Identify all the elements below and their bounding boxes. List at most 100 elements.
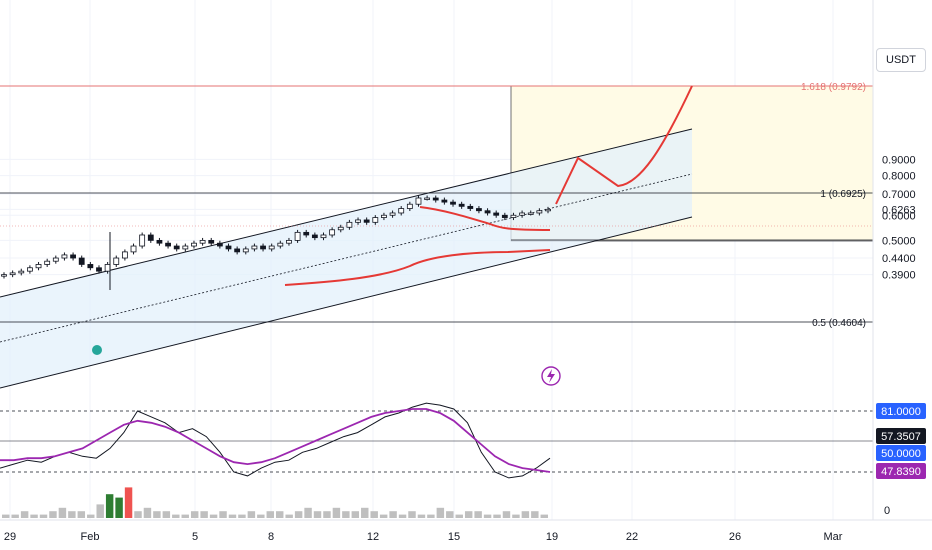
volume-bar <box>77 511 86 518</box>
candle-body <box>182 245 189 250</box>
fib-1-label: 1 (0.6925) <box>820 189 866 200</box>
candle-body <box>510 214 517 218</box>
volume-bar <box>276 511 284 518</box>
candle-body <box>415 197 422 205</box>
x-tick-label: 5 <box>192 531 198 543</box>
volume-bar <box>427 514 435 518</box>
volume-bar <box>493 514 501 518</box>
badge-volume-label: 0 <box>884 505 890 517</box>
currency-label: USDT <box>886 54 916 66</box>
volume-bar <box>370 511 378 518</box>
volume-bar <box>313 511 322 518</box>
candle-body <box>87 264 94 269</box>
time-axis-ticks: 29 Feb 5 8 12 15 19 22 26 Mar <box>4 531 843 543</box>
candle-body <box>337 226 344 231</box>
volume-bar <box>2 514 10 518</box>
volume-bar <box>153 511 161 518</box>
volume-bar <box>436 507 445 518</box>
candle-body <box>536 210 543 214</box>
volume-bar <box>68 511 76 518</box>
volume-bar <box>323 511 331 518</box>
candle-body <box>458 203 465 207</box>
candle-body <box>406 203 413 209</box>
candle-body <box>242 248 249 253</box>
candle-body <box>199 239 206 244</box>
volume-bar <box>162 511 171 518</box>
candle-body <box>346 221 353 228</box>
candle-body <box>27 267 33 272</box>
channel-upper-line[interactable] <box>0 128 693 298</box>
x-tick-label: 26 <box>729 531 741 543</box>
candle-body <box>268 245 275 250</box>
x-tick-label: 19 <box>546 531 558 543</box>
candle-body <box>96 267 102 272</box>
volume-bar <box>181 514 189 518</box>
badge-volume <box>876 502 926 518</box>
candle-body <box>9 272 16 276</box>
volume-bar <box>20 511 29 518</box>
candle-body <box>484 210 491 214</box>
channel-mid-line <box>0 173 693 343</box>
candle-body <box>121 251 128 259</box>
candle-body <box>311 234 318 239</box>
candle-body <box>216 242 223 247</box>
x-tick-label: 8 <box>268 531 274 543</box>
badge-47 <box>876 463 926 479</box>
volume-bar <box>209 514 218 518</box>
x-tick-label: 22 <box>626 531 638 543</box>
candle-body <box>372 217 379 223</box>
volume-bar <box>408 511 416 518</box>
candle-body <box>173 245 180 250</box>
badge-50-label: 50.0000 <box>881 448 921 460</box>
rsi-ma-line <box>0 408 551 473</box>
candle-body <box>61 254 68 259</box>
volume-bar <box>389 511 397 518</box>
volume-bar <box>361 507 369 518</box>
candle-body <box>52 257 59 262</box>
candles-layer <box>1 195 551 290</box>
volume-bar <box>11 514 19 518</box>
volume-bar <box>96 504 104 518</box>
y-tick-label: 0.6000 <box>882 210 916 222</box>
volume-bar <box>379 514 388 518</box>
event-marker-green[interactable] <box>92 345 102 355</box>
candle-body <box>527 212 534 215</box>
volume-bar <box>30 514 38 518</box>
badge-50 <box>876 445 926 461</box>
volume-bar <box>115 497 123 518</box>
volume-bar <box>134 511 142 518</box>
candle-body <box>363 219 370 223</box>
volume-bar <box>474 511 482 518</box>
volume-bar <box>540 514 548 518</box>
volume-bar <box>200 511 208 518</box>
volume-bar <box>124 487 133 518</box>
badge-47-label: 47.8390 <box>881 466 921 478</box>
y-tick-label: 0.4400 <box>882 253 916 265</box>
volume-bar <box>342 511 350 518</box>
flash-event-icon[interactable] <box>541 366 561 386</box>
volume-bar <box>238 514 246 518</box>
volume-bar <box>247 511 256 518</box>
projection-path[interactable] <box>555 85 693 205</box>
candle-body <box>519 212 525 216</box>
x-tick-label: Feb <box>81 531 100 543</box>
volume-bar <box>49 511 57 518</box>
volume-bar <box>512 514 520 518</box>
candle-body <box>389 212 396 216</box>
candle-body <box>441 199 448 203</box>
upper-red-band <box>419 206 551 231</box>
volume-bar <box>332 507 341 518</box>
candle-body <box>147 234 154 241</box>
badge-57-label: 57.3507 <box>881 431 921 443</box>
candle-body <box>234 248 241 253</box>
volume-bar <box>58 507 67 518</box>
currency-selector[interactable]: USDT <box>876 48 926 72</box>
candle-body <box>545 208 551 212</box>
channel-lower-line[interactable] <box>0 216 693 389</box>
candle-body <box>44 260 51 265</box>
candle-body <box>130 245 137 253</box>
badge-57 <box>876 428 926 444</box>
volume-bar <box>531 511 539 518</box>
candle-body <box>329 229 336 236</box>
